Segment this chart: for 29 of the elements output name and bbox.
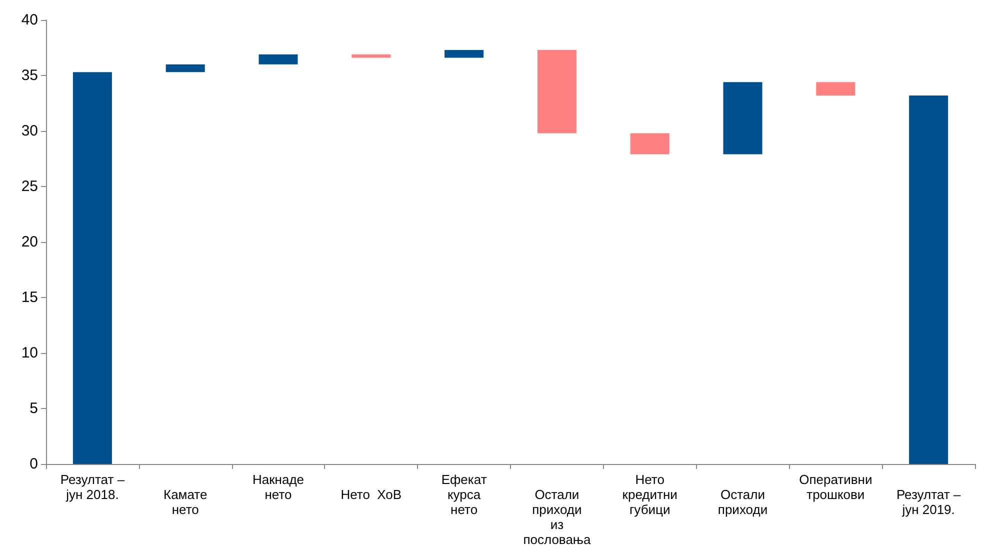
x-tick-label: Остали приходи bbox=[718, 487, 768, 517]
bar bbox=[816, 82, 856, 96]
y-tick-label: 20 bbox=[21, 234, 38, 250]
bar bbox=[166, 64, 205, 72]
y-tick-label: 35 bbox=[21, 67, 38, 84]
bar bbox=[352, 54, 391, 58]
bar bbox=[258, 54, 298, 64]
x-tick-label: Ефекат курса нето bbox=[441, 472, 487, 517]
bar bbox=[723, 82, 762, 154]
y-tick-label: 25 bbox=[21, 178, 38, 195]
y-tick-label: 10 bbox=[21, 344, 38, 362]
x-tick-label: Камате нето bbox=[163, 487, 208, 517]
bar bbox=[630, 133, 670, 154]
bar bbox=[537, 50, 576, 134]
bar bbox=[72, 72, 112, 464]
y-tick-label: 40 bbox=[21, 12, 38, 28]
y-tick-label: 15 bbox=[21, 289, 38, 306]
bar bbox=[444, 50, 484, 58]
x-tick-label: Нето ХоВ bbox=[340, 487, 402, 502]
y-tick-label: 30 bbox=[21, 122, 38, 140]
x-tick-label: Нето кредитни губици bbox=[622, 472, 678, 517]
x-tick-label: Резултат – јун 2018. bbox=[60, 472, 126, 502]
y-tick-label: 5 bbox=[30, 400, 38, 417]
bar bbox=[909, 95, 948, 464]
x-tick-label: Резултат – јун 2019. bbox=[896, 487, 962, 517]
x-tick-label: Остали приходи из пословања bbox=[523, 487, 592, 547]
y-tick-label: 0 bbox=[30, 456, 38, 472]
x-tick-label: Накнаде нето bbox=[252, 472, 304, 502]
x-tick-label: Оперативни трошкови bbox=[799, 472, 872, 502]
